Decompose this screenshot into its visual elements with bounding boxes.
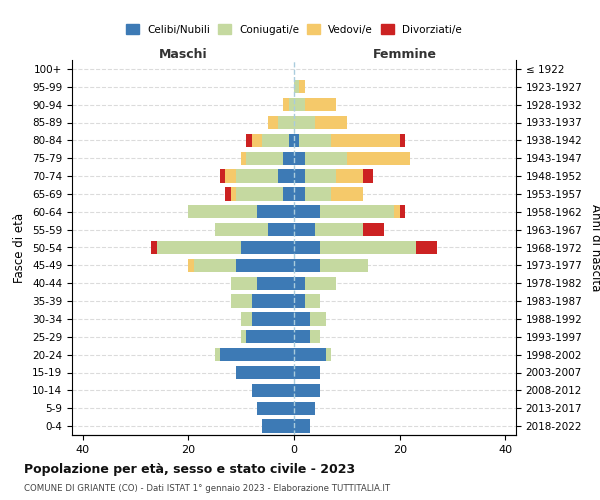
Bar (400, 205, 405, 218)
Bar (305, 170, 336, 183)
Bar (305, 294, 320, 308)
Bar (230, 294, 252, 308)
Bar (305, 187, 331, 200)
Bar (230, 276, 257, 290)
Bar (320, 205, 394, 218)
Bar (252, 384, 294, 397)
Bar (236, 366, 294, 379)
Bar (299, 134, 331, 147)
Bar (241, 312, 252, 326)
Bar (294, 134, 299, 147)
Bar (294, 258, 320, 272)
Bar (305, 276, 336, 290)
Bar (236, 258, 294, 272)
Bar (394, 205, 400, 218)
Bar (268, 223, 294, 236)
Bar (310, 312, 326, 326)
Bar (400, 134, 405, 147)
Bar (294, 402, 315, 415)
Bar (247, 152, 283, 165)
Bar (257, 276, 294, 290)
Text: COMUNE DI GRIANTE (CO) - Dati ISTAT 1° gennaio 2023 - Elaborazione TUTTITALIA.IT: COMUNE DI GRIANTE (CO) - Dati ISTAT 1° g… (24, 484, 390, 493)
Bar (294, 187, 305, 200)
Bar (262, 134, 289, 147)
Bar (416, 241, 437, 254)
Bar (310, 330, 320, 344)
Bar (294, 420, 310, 433)
Legend: Celibi/Nubili, Coniugati/e, Vedovi/e, Divorziati/e: Celibi/Nubili, Coniugati/e, Vedovi/e, Di… (122, 20, 466, 39)
Bar (305, 98, 336, 112)
Bar (252, 134, 262, 147)
Bar (220, 170, 225, 183)
Y-axis label: Anni di nascita: Anni di nascita (589, 204, 600, 291)
Bar (252, 312, 294, 326)
Bar (257, 402, 294, 415)
Bar (320, 241, 416, 254)
Bar (294, 205, 320, 218)
Bar (294, 170, 305, 183)
Bar (236, 187, 283, 200)
Bar (347, 152, 410, 165)
Bar (283, 98, 289, 112)
Bar (336, 170, 363, 183)
Bar (294, 366, 320, 379)
Bar (230, 187, 236, 200)
Y-axis label: Fasce di età: Fasce di età (13, 212, 26, 282)
Bar (241, 241, 294, 254)
Bar (315, 116, 347, 129)
Bar (247, 330, 294, 344)
Bar (236, 170, 278, 183)
Bar (151, 241, 157, 254)
Bar (188, 205, 257, 218)
Bar (331, 134, 400, 147)
Bar (326, 348, 331, 362)
Bar (225, 170, 236, 183)
Text: Femmine: Femmine (373, 48, 437, 61)
Bar (294, 276, 305, 290)
Bar (257, 205, 294, 218)
Bar (278, 116, 294, 129)
Bar (225, 187, 230, 200)
Bar (320, 258, 368, 272)
Bar (294, 80, 299, 94)
Bar (294, 330, 310, 344)
Bar (215, 348, 220, 362)
Bar (294, 294, 305, 308)
Bar (283, 152, 294, 165)
Bar (278, 170, 294, 183)
Bar (157, 241, 241, 254)
Bar (299, 80, 305, 94)
Bar (241, 330, 247, 344)
Bar (215, 223, 268, 236)
Bar (294, 241, 320, 254)
Bar (283, 187, 294, 200)
Bar (252, 294, 294, 308)
Bar (289, 134, 294, 147)
Bar (268, 116, 278, 129)
Bar (294, 312, 310, 326)
Text: Maschi: Maschi (158, 48, 208, 61)
Bar (247, 134, 252, 147)
Bar (262, 420, 294, 433)
Bar (294, 98, 305, 112)
Text: Popolazione per età, sesso e stato civile - 2023: Popolazione per età, sesso e stato civil… (24, 462, 355, 475)
Bar (289, 98, 294, 112)
Bar (294, 384, 320, 397)
Bar (305, 152, 347, 165)
Bar (220, 348, 294, 362)
Bar (194, 258, 236, 272)
Bar (363, 170, 373, 183)
Bar (315, 223, 363, 236)
Bar (294, 152, 305, 165)
Bar (294, 116, 315, 129)
Bar (331, 187, 363, 200)
Bar (241, 152, 247, 165)
Bar (188, 258, 194, 272)
Bar (363, 223, 384, 236)
Bar (294, 223, 315, 236)
Bar (294, 348, 326, 362)
